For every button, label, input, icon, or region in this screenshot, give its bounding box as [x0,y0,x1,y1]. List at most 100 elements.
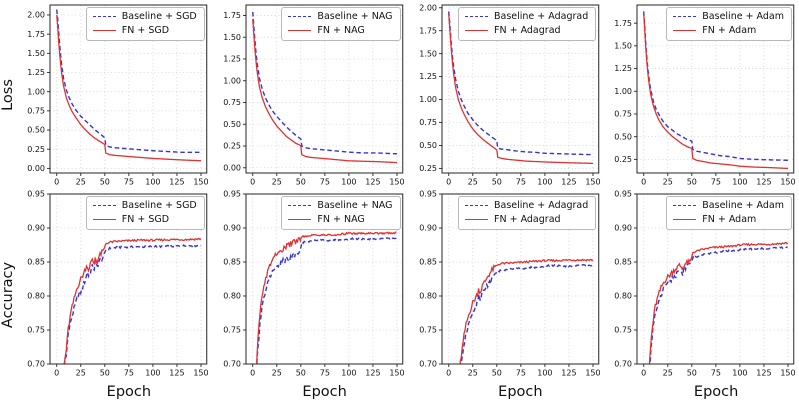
subplot-acc-adagrad: 0 25 50 75 100 125 150 0.70 0.75 0.80 0.85 0.90 0.95… [408,189,604,401]
svg-text:0.80: 0.80 [419,292,437,301]
svg-text:50: 50 [295,369,305,378]
baseline-curve [643,11,789,161]
legend-entry: FN + Adam [673,214,784,225]
fn-line-sample [288,219,312,220]
svg-text:1.50: 1.50 [614,41,632,50]
fn-curve [251,18,397,164]
baseline-line-sample [673,16,697,17]
svg-text:75: 75 [711,178,721,187]
svg-text:0: 0 [250,178,255,187]
svg-text:25: 25 [271,178,281,187]
svg-text:50: 50 [491,178,501,187]
legend-label: Baseline + NAG [317,200,393,211]
svg-text:1.75: 1.75 [614,19,632,28]
svg-text:1.00: 1.00 [27,87,45,96]
svg-text:0.80: 0.80 [614,292,632,301]
svg-text:100: 100 [733,369,748,378]
subplot-loss-nag: 0 25 50 75 100 125 150 0.00 0.25 0.50 0.75 1.00 1.25… [212,0,408,189]
svg-text:0: 0 [641,178,646,187]
loss-adagrad-chart: 0 25 50 75 100 125 150 0.25 0.50 0.75 1.00 1.25 1.50… [419,3,600,187]
svg-text:25: 25 [663,178,673,187]
svg-text:0: 0 [54,178,59,187]
subplot-loss-adagrad: 0 25 50 75 100 125 150 0.25 0.50 0.75 1.00 1.25 1.50… [408,0,604,189]
legend-entry: FN + Adagrad [465,25,588,36]
legend-label: FN + NAG [317,25,365,36]
svg-text:0.90: 0.90 [223,224,241,233]
legend-entry: FN + NAG [288,25,392,36]
svg-text:50: 50 [687,369,697,378]
svg-text:0.75: 0.75 [223,98,241,107]
loss-sgd-chart: 0 25 50 75 100 125 150 0.00 0.25 0.50 0.75 1.00 1.25… [27,4,209,187]
legend-loss-adagrad: Baseline + Adagrad FN + Adagrad [458,7,597,41]
svg-text:0.50: 0.50 [27,126,45,135]
svg-text:1.50: 1.50 [27,49,45,58]
svg-text:1.75: 1.75 [419,26,437,35]
svg-text:75: 75 [515,369,525,378]
svg-text:0.80: 0.80 [223,292,241,301]
svg-text:1.25: 1.25 [223,55,241,64]
svg-text:0.70: 0.70 [419,360,437,369]
svg-text:0.25: 0.25 [223,142,241,151]
fn-line-sample [92,30,116,31]
svg-text:125: 125 [757,178,772,187]
svg-text:25: 25 [663,369,673,378]
subplot-acc-adam: 0 25 50 75 100 125 150 0.70 0.75 0.80 0.85 0.90 0.95… [603,189,799,401]
svg-text:0.75: 0.75 [27,106,45,115]
svg-text:100: 100 [537,178,552,187]
fn-line-sample [673,30,697,31]
svg-text:0.90: 0.90 [614,224,632,233]
x-axis-label: Epoch [498,384,543,400]
svg-text:125: 125 [169,178,184,187]
svg-text:100: 100 [145,178,160,187]
legend-acc-adam: Baseline + Adam FN + Adam [666,196,792,230]
svg-text:2.00: 2.00 [419,3,437,12]
svg-text:50: 50 [100,369,110,378]
svg-text:25: 25 [467,369,477,378]
svg-text:125: 125 [365,178,380,187]
svg-text:0.75: 0.75 [27,326,45,335]
svg-text:75: 75 [711,369,721,378]
svg-text:150: 150 [389,178,404,187]
svg-text:125: 125 [365,369,380,378]
legend-label: FN + SGD [121,214,170,225]
legend-entry: Baseline + NAG [288,200,393,211]
svg-text:0: 0 [250,369,255,378]
svg-text:0.25: 0.25 [27,145,45,154]
svg-text:25: 25 [271,369,281,378]
svg-text:50: 50 [295,178,305,187]
svg-text:0.95: 0.95 [419,190,437,199]
x-axis-label: Epoch [693,384,739,400]
y-axis-label-loss: Loss [0,0,16,189]
svg-text:1.75: 1.75 [223,11,241,20]
legend-loss-nag: Baseline + NAG FN + NAG [281,7,401,41]
legend-label: FN + SGD [121,25,170,36]
svg-text:150: 150 [389,369,404,378]
svg-text:0.70: 0.70 [614,360,632,369]
svg-text:150: 150 [193,178,208,187]
baseline-line-sample [465,16,488,17]
svg-text:0.50: 0.50 [419,141,437,150]
svg-text:150: 150 [781,369,796,378]
svg-text:150: 150 [585,178,600,187]
svg-text:150: 150 [781,178,796,187]
legend-label: FN + Adagrad [494,25,561,36]
svg-text:125: 125 [757,369,772,378]
legend-entry: Baseline + NAG [288,11,393,22]
svg-text:0: 0 [446,178,451,187]
legend-loss-adam: Baseline + Adam FN + Adam [666,7,792,41]
baseline-curve [459,263,593,364]
svg-text:1.50: 1.50 [419,49,437,58]
svg-text:25: 25 [467,178,477,187]
fn-line-sample [288,30,312,31]
svg-text:0.00: 0.00 [223,163,241,172]
svg-text:0.50: 0.50 [614,132,632,141]
fn-line-sample [673,219,697,220]
svg-text:75: 75 [515,178,525,187]
baseline-line-sample [92,16,116,17]
legend-label: Baseline + Adam [702,200,784,211]
baseline-curve [255,236,397,364]
legend-acc-adagrad: Baseline + Adagrad FN + Adagrad [458,196,597,230]
legend-entry: Baseline + SGD [92,11,197,22]
svg-text:100: 100 [341,369,356,378]
svg-text:0.85: 0.85 [27,258,45,267]
